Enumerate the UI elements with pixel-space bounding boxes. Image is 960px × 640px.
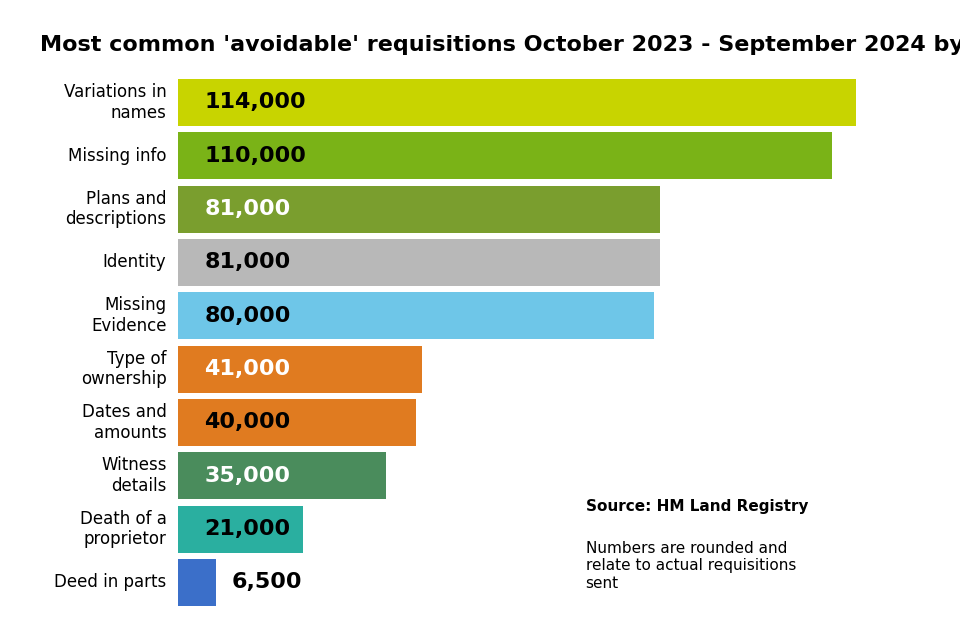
Text: 21,000: 21,000 bbox=[204, 519, 291, 539]
Bar bbox=[178, 452, 386, 499]
Text: 80,000: 80,000 bbox=[204, 306, 291, 326]
Text: 41,000: 41,000 bbox=[204, 359, 291, 379]
Bar bbox=[178, 79, 856, 126]
Text: 35,000: 35,000 bbox=[204, 466, 290, 486]
Text: 81,000: 81,000 bbox=[204, 199, 291, 219]
Text: Numbers are rounded and
relate to actual requisitions
sent: Numbers are rounded and relate to actual… bbox=[586, 541, 796, 591]
Text: 110,000: 110,000 bbox=[204, 146, 306, 166]
Bar bbox=[178, 239, 660, 286]
Text: 6,500: 6,500 bbox=[231, 572, 301, 593]
Bar bbox=[178, 132, 832, 179]
Bar bbox=[178, 186, 660, 232]
Text: 81,000: 81,000 bbox=[204, 252, 291, 273]
Bar bbox=[178, 399, 416, 446]
Text: 40,000: 40,000 bbox=[204, 412, 291, 433]
Text: Source: HM Land Registry: Source: HM Land Registry bbox=[586, 499, 808, 514]
Bar bbox=[178, 292, 654, 339]
Bar bbox=[178, 346, 421, 392]
Text: 114,000: 114,000 bbox=[204, 92, 306, 113]
Text: Most common 'avoidable' requisitions October 2023 - September 2024 by volume: Most common 'avoidable' requisitions Oct… bbox=[40, 35, 960, 55]
Bar bbox=[178, 559, 216, 606]
Bar bbox=[178, 506, 302, 552]
